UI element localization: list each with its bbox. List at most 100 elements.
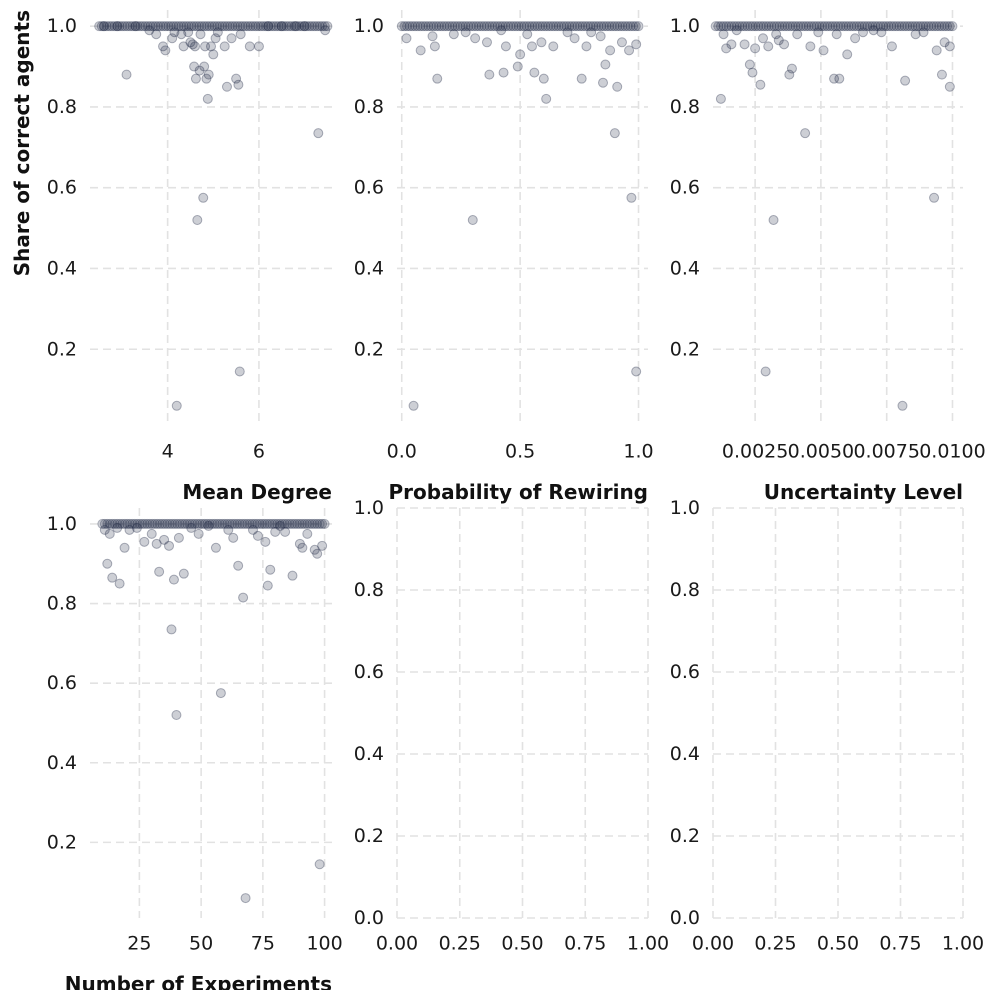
- data-point: [484, 69, 495, 80]
- data-point: [129, 518, 140, 529]
- data-point: [910, 29, 921, 40]
- data-point: [224, 21, 235, 32]
- data-point: [289, 21, 300, 32]
- x-tick-label: 4: [162, 441, 174, 463]
- data-point: [481, 21, 492, 32]
- data-point: [294, 538, 305, 549]
- data-point: [178, 21, 189, 32]
- data-point: [233, 560, 244, 571]
- data-point: [926, 21, 937, 32]
- data-point: [149, 518, 160, 529]
- y-tick-label: 0.6: [354, 177, 384, 199]
- data-point: [278, 21, 289, 32]
- data-point: [265, 564, 276, 575]
- data-point: [588, 21, 599, 32]
- data-point: [172, 518, 183, 529]
- x-tick-label: 0.5: [505, 441, 535, 463]
- data-point: [94, 21, 105, 32]
- data-point: [237, 518, 248, 529]
- data-point: [296, 21, 307, 32]
- data-point: [626, 192, 637, 203]
- data-point: [299, 518, 310, 529]
- data-point: [814, 21, 825, 32]
- y-tick-label: 1.0: [47, 15, 77, 37]
- data-point: [721, 21, 732, 32]
- data-point: [222, 21, 233, 32]
- data-point: [522, 29, 533, 40]
- data-point: [244, 518, 255, 529]
- data-point: [825, 21, 836, 32]
- data-point: [252, 530, 263, 541]
- data-point: [194, 21, 205, 32]
- data-point: [117, 21, 128, 32]
- data-point: [187, 518, 198, 529]
- data-point: [189, 61, 200, 72]
- data-point: [263, 21, 274, 32]
- x-tick-label: 0.0050: [788, 441, 854, 463]
- data-point: [505, 21, 516, 32]
- data-point: [114, 21, 125, 32]
- data-point: [429, 41, 440, 52]
- data-point: [747, 21, 758, 32]
- x-tick-label: 75: [251, 933, 275, 955]
- data-point: [301, 21, 312, 32]
- data-point: [886, 41, 897, 52]
- data-point: [532, 21, 543, 32]
- data-point: [849, 21, 860, 32]
- x-tick-label: 0.0075: [853, 441, 919, 463]
- data-point: [231, 73, 242, 84]
- data-point: [468, 21, 479, 32]
- data-point: [859, 21, 870, 32]
- data-point: [135, 21, 146, 32]
- x-tick-label: 0.75: [564, 933, 606, 955]
- data-point: [122, 518, 133, 529]
- data-point: [171, 709, 182, 720]
- data-point: [410, 21, 421, 32]
- chart-panel-4: 25 50 75 100 0.2 0.4 0.6 0.8 1.0 Number of Experi…: [47, 508, 343, 990]
- data-point: [272, 518, 283, 529]
- data-point: [146, 528, 157, 539]
- data-point: [212, 21, 223, 32]
- data-point: [139, 518, 150, 529]
- data-point: [229, 518, 240, 529]
- data-point: [190, 73, 201, 84]
- data-point: [127, 21, 138, 32]
- data-point: [199, 61, 210, 72]
- data-point: [561, 21, 572, 32]
- x-tick-label: 0.0100: [919, 441, 985, 463]
- data-point: [119, 21, 130, 32]
- y-tick-label: 0.4: [47, 752, 77, 774]
- data-point: [307, 21, 318, 32]
- data-point: [731, 21, 742, 32]
- data-point: [189, 21, 200, 32]
- data-point: [755, 79, 766, 90]
- data-point: [214, 518, 225, 529]
- data-point: [227, 21, 238, 32]
- data-point: [418, 21, 429, 32]
- data-point: [831, 29, 842, 40]
- data-point: [553, 21, 564, 32]
- chart-panel-2: 0.0 0.5 1.0 0.2 0.4 0.6 0.8 1.0 Probability of R…: [354, 10, 654, 504]
- data-point: [774, 21, 785, 32]
- data-point: [805, 41, 816, 52]
- data-point: [178, 568, 189, 579]
- data-point: [790, 21, 801, 32]
- data-point: [415, 21, 426, 32]
- data-point: [102, 518, 113, 529]
- data-point: [548, 41, 559, 52]
- x-axis-label: Number of Experiments: [65, 972, 332, 990]
- data-point: [221, 81, 232, 92]
- data-point: [631, 39, 642, 50]
- data-point: [798, 21, 809, 32]
- data-point: [101, 21, 112, 32]
- data-point: [107, 518, 118, 529]
- data-point: [255, 21, 266, 32]
- data-point: [819, 21, 830, 32]
- data-point: [936, 21, 947, 32]
- data-point: [448, 29, 459, 40]
- data-point: [233, 79, 244, 90]
- data-point: [944, 41, 955, 52]
- data-point: [107, 572, 118, 583]
- data-point: [182, 518, 193, 529]
- data-point: [838, 21, 849, 32]
